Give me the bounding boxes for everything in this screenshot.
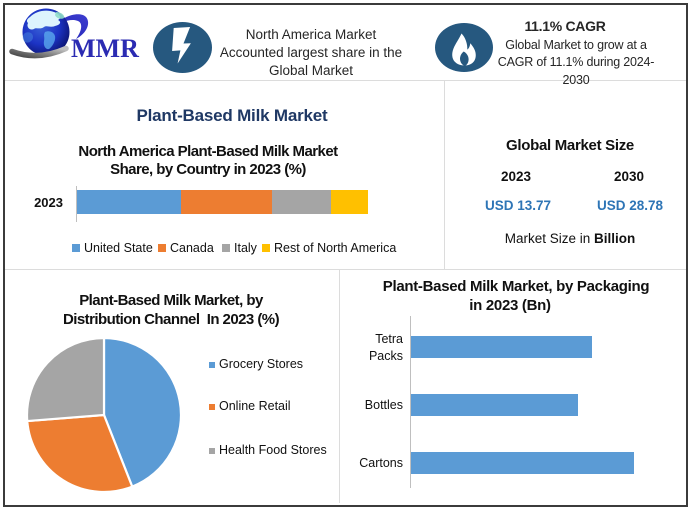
svg-text:MMR: MMR [71, 34, 139, 63]
